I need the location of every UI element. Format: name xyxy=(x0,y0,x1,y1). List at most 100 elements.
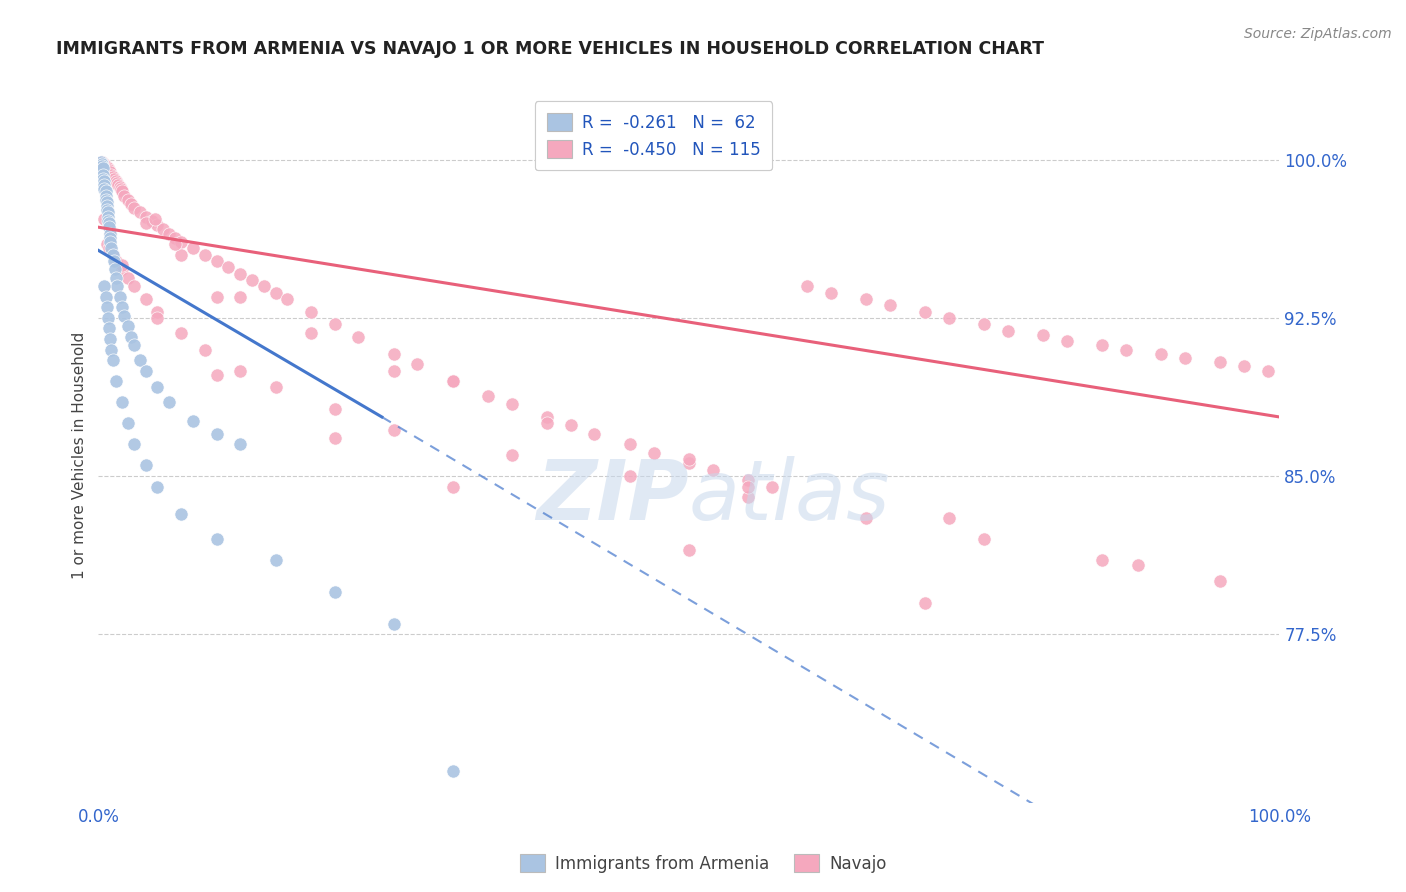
Point xyxy=(111,185,134,199)
Point xyxy=(820,285,842,300)
Point xyxy=(855,292,877,306)
Point xyxy=(229,290,252,304)
Point xyxy=(122,279,145,293)
Point xyxy=(619,469,641,483)
Point xyxy=(98,321,121,335)
Point xyxy=(103,171,125,186)
Point xyxy=(91,161,114,176)
Point xyxy=(98,220,121,235)
Point xyxy=(135,363,157,377)
Point xyxy=(165,237,187,252)
Point xyxy=(643,446,665,460)
Point xyxy=(122,338,145,352)
Point xyxy=(347,330,370,344)
Point xyxy=(1032,327,1054,342)
Point xyxy=(96,199,118,213)
Point xyxy=(97,210,120,224)
Point xyxy=(101,247,124,261)
Point xyxy=(90,154,112,169)
Point xyxy=(96,237,118,252)
Point xyxy=(104,262,127,277)
Point xyxy=(98,227,121,241)
Point xyxy=(100,168,122,182)
Point xyxy=(441,479,464,493)
Point xyxy=(105,374,128,388)
Point xyxy=(1056,334,1078,348)
Point xyxy=(1115,343,1137,357)
Point xyxy=(117,270,139,285)
Point xyxy=(93,157,115,171)
Point xyxy=(94,185,117,199)
Point xyxy=(997,324,1019,338)
Point xyxy=(205,533,228,547)
Point xyxy=(117,319,139,334)
Point xyxy=(93,279,115,293)
Point xyxy=(170,235,193,249)
Point xyxy=(1233,359,1256,374)
Point xyxy=(796,279,818,293)
Point xyxy=(536,409,558,424)
Point xyxy=(1091,553,1114,567)
Point xyxy=(98,332,121,346)
Point xyxy=(98,163,121,178)
Point xyxy=(103,254,125,268)
Point xyxy=(194,343,217,357)
Point xyxy=(146,310,169,325)
Point xyxy=(128,205,150,219)
Point xyxy=(111,258,134,272)
Point xyxy=(143,211,166,226)
Point xyxy=(146,218,169,232)
Point xyxy=(108,180,131,194)
Point xyxy=(382,363,405,377)
Point xyxy=(382,616,405,631)
Point xyxy=(98,231,121,245)
Point xyxy=(264,380,287,394)
Point xyxy=(678,542,700,557)
Point xyxy=(165,231,187,245)
Point xyxy=(98,235,121,249)
Point xyxy=(1209,574,1232,589)
Point xyxy=(973,317,995,331)
Point xyxy=(560,418,582,433)
Point xyxy=(98,227,121,241)
Point xyxy=(973,533,995,547)
Point xyxy=(619,437,641,451)
Point xyxy=(94,159,117,173)
Point xyxy=(91,171,114,186)
Point xyxy=(96,203,118,218)
Point xyxy=(1209,355,1232,369)
Point xyxy=(323,585,346,599)
Point xyxy=(111,395,134,409)
Point xyxy=(111,262,134,277)
Point xyxy=(91,159,114,173)
Point xyxy=(141,214,163,228)
Point xyxy=(205,368,228,382)
Point xyxy=(93,182,115,196)
Text: atlas: atlas xyxy=(689,456,890,537)
Point xyxy=(91,168,114,182)
Point xyxy=(737,490,759,504)
Point xyxy=(678,452,700,467)
Point xyxy=(181,414,204,428)
Point xyxy=(501,448,523,462)
Point xyxy=(97,214,120,228)
Point xyxy=(105,270,128,285)
Point xyxy=(93,178,115,192)
Point xyxy=(101,169,124,184)
Point xyxy=(1091,338,1114,352)
Point xyxy=(264,285,287,300)
Point xyxy=(135,216,157,230)
Point xyxy=(441,764,464,779)
Point xyxy=(112,309,135,323)
Point xyxy=(299,326,322,340)
Point xyxy=(97,161,120,176)
Point xyxy=(98,165,121,179)
Point xyxy=(264,553,287,567)
Point xyxy=(205,426,228,441)
Point xyxy=(299,304,322,318)
Point xyxy=(737,479,759,493)
Point xyxy=(323,317,346,331)
Text: Source: ZipAtlas.com: Source: ZipAtlas.com xyxy=(1244,27,1392,41)
Point xyxy=(152,222,174,236)
Point xyxy=(117,193,139,207)
